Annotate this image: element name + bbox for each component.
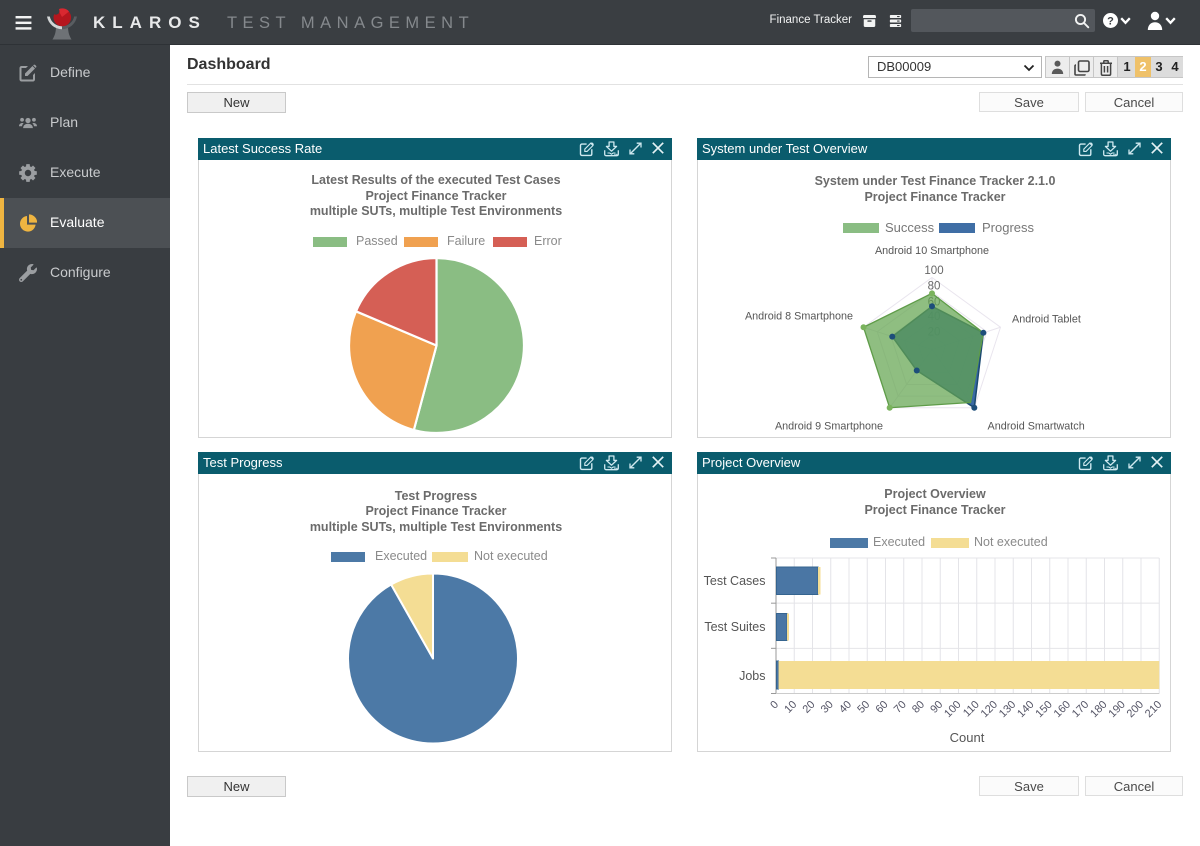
svg-text:160: 160 xyxy=(1052,699,1073,720)
svg-text:Android 9 Smartphone: Android 9 Smartphone xyxy=(775,421,883,433)
svg-text:180: 180 xyxy=(1088,699,1109,720)
svg-text:Android 10 Smartphone: Android 10 Smartphone xyxy=(875,245,989,257)
svg-text:Jobs: Jobs xyxy=(739,669,765,683)
svg-text:Android Tablet: Android Tablet xyxy=(1012,314,1081,326)
svg-text:Test Cases: Test Cases xyxy=(704,574,766,588)
svg-text:?: ? xyxy=(1107,15,1114,27)
svg-text:Android 8 Smartphone: Android 8 Smartphone xyxy=(745,311,853,323)
svg-text:70: 70 xyxy=(892,699,909,716)
svg-text:100: 100 xyxy=(924,265,943,277)
svg-text:80: 80 xyxy=(928,281,941,293)
svg-text:Test Suites: Test Suites xyxy=(704,620,765,634)
svg-text:190: 190 xyxy=(1106,699,1127,720)
svg-text:50: 50 xyxy=(855,699,872,716)
svg-text:0: 0 xyxy=(768,699,781,712)
svg-text:60: 60 xyxy=(873,699,890,716)
svg-text:140: 140 xyxy=(1015,699,1036,720)
svg-text:110: 110 xyxy=(961,699,982,720)
svg-text:150: 150 xyxy=(1033,699,1054,720)
svg-text:170: 170 xyxy=(1070,699,1091,720)
svg-text:200: 200 xyxy=(1125,699,1146,720)
svg-text:30: 30 xyxy=(819,699,836,716)
svg-text:210: 210 xyxy=(1143,699,1164,720)
svg-text:Count: Count xyxy=(950,730,985,745)
svg-text:100: 100 xyxy=(942,699,963,720)
svg-text:120: 120 xyxy=(979,699,1000,720)
svg-text:80: 80 xyxy=(910,699,927,716)
svg-text:40: 40 xyxy=(837,699,854,716)
svg-text:20: 20 xyxy=(800,699,817,716)
svg-text:10: 10 xyxy=(782,699,799,716)
svg-text:Android Smartwatch: Android Smartwatch xyxy=(988,421,1085,433)
svg-text:130: 130 xyxy=(997,699,1018,720)
